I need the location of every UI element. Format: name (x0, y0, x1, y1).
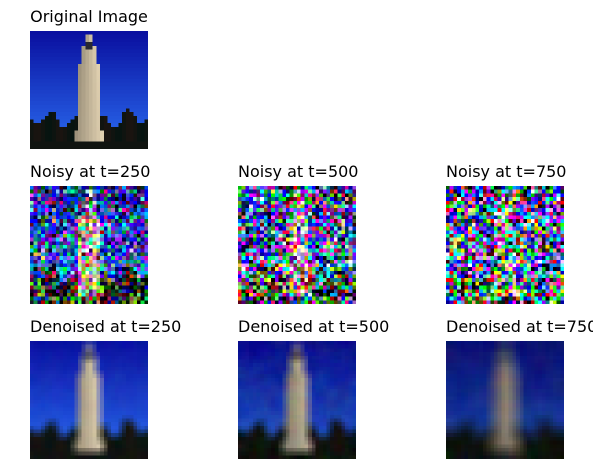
noisy-image-750 (446, 186, 564, 304)
denoised-image-500 (238, 341, 356, 459)
panel-denoised-500: Denoised at t=500 (238, 317, 389, 459)
panel-title: Original Image (30, 7, 148, 26)
denoised-image-750 (446, 341, 564, 459)
panel-noisy-250: Noisy at t=250 (30, 162, 150, 304)
panel-denoised-250: Denoised at t=250 (30, 317, 181, 459)
noisy-image-500 (238, 186, 356, 304)
panel-title: Noisy at t=250 (30, 162, 151, 181)
panel-title: Noisy at t=500 (238, 162, 359, 181)
panel-noisy-750: Noisy at t=750 (446, 162, 566, 304)
panel-title: Denoised at t=250 (30, 317, 182, 336)
panel-title: Denoised at t=500 (238, 317, 390, 336)
panel-original: Original Image (30, 7, 148, 149)
original-image (30, 31, 148, 149)
denoised-image-250 (30, 341, 148, 459)
noisy-image-250 (30, 186, 148, 304)
panel-title: Noisy at t=750 (446, 162, 567, 181)
panel-denoised-750: Denoised at t=750 (446, 317, 593, 459)
panel-title: Denoised at t=750 (446, 317, 593, 336)
panel-noisy-500: Noisy at t=500 (238, 162, 358, 304)
